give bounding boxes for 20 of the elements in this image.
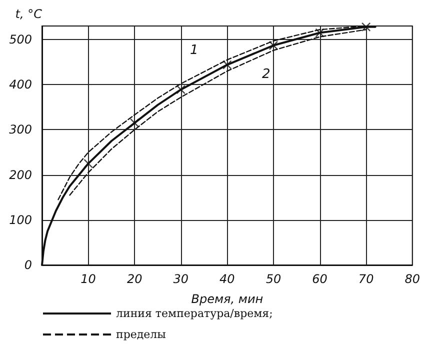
x-tick-label: 70 bbox=[358, 272, 374, 286]
y-tick-label: 500 bbox=[9, 32, 32, 47]
x-axis-title: Время, мин bbox=[191, 292, 264, 306]
x-tick-label: 60 bbox=[312, 272, 328, 286]
x-tick-label: 80 bbox=[404, 272, 420, 286]
legend-label: пределы bbox=[116, 328, 166, 341]
y-tick-label: 0 bbox=[24, 258, 32, 272]
x-tick-label: 30 bbox=[173, 272, 189, 286]
y-tick-label: 300 bbox=[9, 122, 32, 137]
x-tick-label: 10 bbox=[80, 272, 96, 286]
legend-label: линия температура/время; bbox=[116, 307, 273, 320]
y-tick-label: 400 bbox=[9, 78, 32, 92]
x-tick-label: 50 bbox=[266, 272, 282, 286]
annotation: 2 bbox=[262, 67, 270, 82]
y-tick-label: 100 bbox=[9, 212, 32, 227]
x-tick-label: 20 bbox=[126, 272, 143, 286]
y-axis-title: t, °C bbox=[15, 7, 43, 21]
annotation: 1 bbox=[190, 43, 198, 58]
x-tick-label: 40 bbox=[220, 272, 236, 286]
y-tick-label: 200 bbox=[9, 168, 32, 182]
